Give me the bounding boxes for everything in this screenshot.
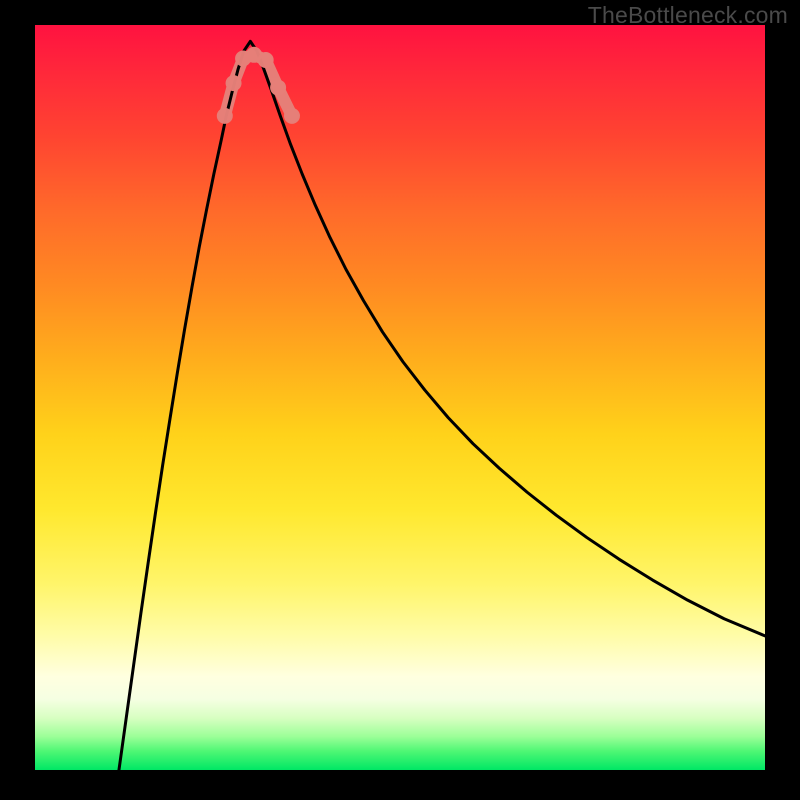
marker-dot — [258, 52, 274, 68]
marker-dot — [226, 75, 242, 91]
plot-background — [35, 25, 765, 770]
chart-svg — [0, 0, 800, 800]
chart-stage: TheBottleneck.com — [0, 0, 800, 800]
marker-dot — [284, 108, 300, 124]
marker-dot — [270, 80, 286, 96]
marker-dot — [217, 108, 233, 124]
watermark-text: TheBottleneck.com — [588, 2, 788, 29]
